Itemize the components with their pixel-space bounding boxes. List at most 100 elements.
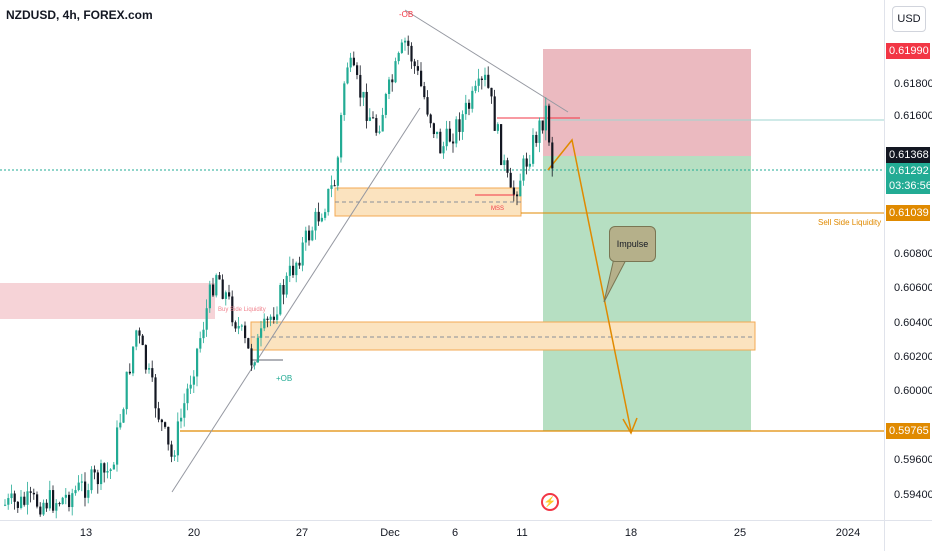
candle-body	[183, 403, 186, 418]
candle-body	[160, 419, 163, 423]
candle-body	[304, 230, 307, 243]
candle-body	[480, 78, 483, 80]
time-tick: 11	[516, 527, 528, 539]
falling-trendline[interactable]	[404, 9, 569, 113]
symbol-title[interactable]: NZDUSD, 4h, FOREX.com	[6, 8, 153, 22]
candle-body	[36, 494, 39, 507]
candle-body	[426, 97, 429, 115]
candle-body	[436, 131, 439, 135]
price-tick: 0.59600	[894, 454, 932, 466]
price-tick: 0.60200	[894, 351, 932, 363]
candle-body	[269, 316, 272, 320]
buy-side-label: Buy Side Liquidity	[218, 307, 266, 313]
sell-side-liquidity-label: Sell Side Liquidity	[818, 218, 882, 227]
candle-body	[164, 422, 167, 427]
candle-body	[13, 493, 16, 502]
candle-body	[477, 78, 480, 86]
lower-demand-zone[interactable]	[250, 321, 756, 351]
candle-body	[39, 506, 42, 515]
candle-body	[288, 265, 291, 276]
candle-body	[122, 409, 125, 423]
price-tick: 0.60400	[894, 317, 932, 329]
candle-body	[218, 275, 221, 280]
buy-side-liquidity-zone[interactable]	[0, 283, 215, 319]
candle-body	[135, 330, 138, 347]
candle-body	[327, 188, 330, 213]
candle-body	[176, 421, 179, 456]
candle-body	[116, 427, 119, 465]
candle-body	[7, 498, 10, 505]
candle-body	[106, 471, 109, 473]
impulse-callout[interactable]: Impulse	[609, 226, 656, 262]
time-tick: 18	[624, 527, 638, 539]
candle-body	[189, 384, 192, 389]
time-tick: 2024	[835, 527, 861, 539]
candle-body	[487, 74, 490, 88]
candle-body	[196, 348, 199, 377]
candle-body	[311, 230, 314, 241]
candle-body	[119, 422, 122, 428]
projection-arrowhead	[622, 417, 638, 435]
candle-body	[519, 180, 522, 197]
candle-body	[292, 265, 295, 276]
candle-body	[442, 146, 445, 154]
candle-body	[394, 61, 397, 83]
candle-body	[151, 368, 154, 378]
projection-path[interactable]	[547, 138, 632, 432]
candle-body	[372, 117, 375, 119]
candle-body	[282, 284, 285, 295]
candle-body	[458, 119, 461, 132]
price-tick: 0.59400	[894, 489, 932, 501]
rising-trendline[interactable]	[171, 107, 421, 493]
candle-body	[343, 83, 346, 116]
candlestick-chart[interactable]	[0, 0, 884, 520]
ob-top-label: -OB	[399, 10, 414, 19]
candle-body	[173, 455, 176, 457]
candle-body	[423, 86, 426, 98]
candle-body	[516, 194, 519, 197]
target-price-label: 0.59765	[886, 423, 930, 439]
candle-body	[80, 481, 83, 483]
candle-body	[535, 134, 538, 143]
time-tick: 25	[733, 527, 747, 539]
candle-body	[90, 469, 93, 491]
candle-body	[378, 131, 381, 133]
candle-body	[432, 123, 435, 135]
candle-body	[234, 322, 237, 329]
candle-body	[493, 96, 496, 131]
candle-body	[528, 163, 531, 167]
candle-body	[253, 362, 256, 366]
candle-body	[144, 345, 147, 370]
candle-body	[279, 284, 282, 315]
stop-loss-zone[interactable]	[543, 49, 751, 156]
candle-body	[237, 325, 240, 329]
currency-button[interactable]: USD	[892, 6, 926, 32]
candle-body	[228, 292, 231, 297]
impulse-label: Impulse	[616, 239, 649, 249]
candle-body	[10, 493, 13, 499]
candle-body	[205, 308, 208, 330]
time-scale[interactable]	[0, 520, 884, 551]
candle-body	[250, 348, 253, 366]
candle-body	[77, 482, 80, 491]
price-tick: 0.60600	[894, 282, 932, 294]
candle-body	[45, 502, 48, 509]
candle-body	[96, 472, 99, 485]
candle-body	[525, 158, 528, 167]
candle-body	[324, 212, 327, 218]
candle-body	[52, 490, 55, 511]
candle-body	[231, 296, 234, 323]
candle-body	[87, 490, 90, 498]
candle-body	[464, 102, 467, 115]
chart-area[interactable]: NZDUSD, 4h, FOREX.com -OB +OB MSS Buy Si…	[0, 0, 884, 520]
candle-body	[186, 388, 189, 404]
candle-body	[100, 463, 103, 485]
candle-body	[490, 87, 493, 97]
candle-body	[58, 503, 61, 505]
candle-body	[138, 330, 141, 336]
take-profit-zone[interactable]	[543, 156, 751, 431]
candle-body	[20, 496, 23, 508]
candle-body	[285, 275, 288, 295]
candle-body	[340, 115, 343, 158]
lightning-icon[interactable]: ⚡	[541, 493, 559, 511]
